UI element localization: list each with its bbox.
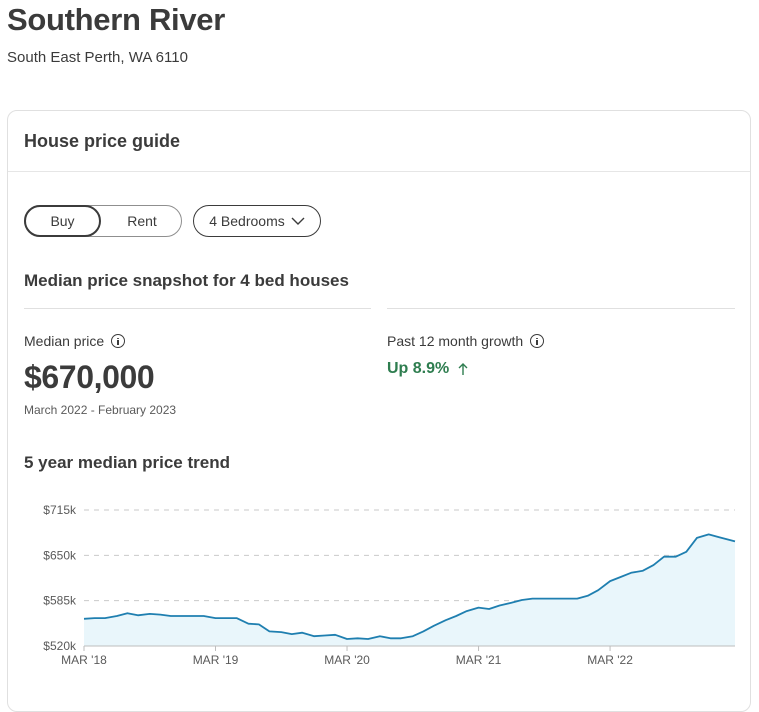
info-icon[interactable]	[530, 334, 545, 348]
info-icon[interactable]	[111, 334, 126, 348]
bedrooms-dropdown[interactable]: 4 Bedrooms	[193, 205, 321, 237]
buy-button[interactable]: Buy	[24, 205, 101, 237]
y-tick-label: $585k	[43, 594, 77, 608]
median-price-label: Median price	[24, 333, 105, 349]
trend-title: 5 year median price trend	[24, 453, 230, 472]
growth-label-row: Past 12 month growth	[387, 333, 545, 349]
y-tick-label: $650k	[43, 548, 77, 562]
price-trend-chart: $715k $650k $585k $520k MAR '18 MAR '19 MAR '2…	[24, 496, 744, 701]
divider	[387, 308, 735, 309]
growth-value-row: Up 8.9%	[387, 360, 469, 378]
chevron-down-icon	[291, 217, 305, 225]
y-tick-label: $715k	[43, 503, 77, 517]
x-tick-label: MAR '18	[61, 653, 107, 667]
x-tick-label: MAR '19	[193, 653, 239, 667]
y-tick-label: $520k	[43, 639, 77, 653]
bedrooms-label: 4 Bedrooms	[209, 213, 285, 229]
card-divider	[8, 171, 750, 172]
growth-label: Past 12 month growth	[387, 333, 524, 349]
snapshot-title: Median price snapshot for 4 bed houses	[24, 271, 349, 290]
median-price-label-row: Median price	[24, 333, 126, 349]
suburb-title: Southern River	[7, 2, 226, 37]
growth-value: Up 8.9%	[387, 360, 450, 377]
rent-button[interactable]: Rent	[127, 213, 157, 229]
suburb-location: South East Perth, WA 6110	[7, 49, 188, 66]
series-line	[83, 533, 736, 640]
divider	[24, 308, 371, 309]
house-price-guide-card: House price guide Buy Rent 4 Bedrooms Me…	[7, 110, 751, 712]
median-price-value: $670,000	[24, 359, 155, 395]
buy-rent-toggle: Buy Rent	[24, 205, 182, 237]
card-title: House price guide	[24, 131, 181, 151]
x-tick-label: MAR '20	[324, 653, 370, 667]
x-tick-label: MAR '21	[456, 653, 502, 667]
arrow-up-icon	[458, 363, 468, 375]
x-tick-label: MAR '22	[587, 653, 633, 667]
series-area	[84, 534, 735, 646]
median-price-period: March 2022 - February 2023	[24, 403, 177, 417]
